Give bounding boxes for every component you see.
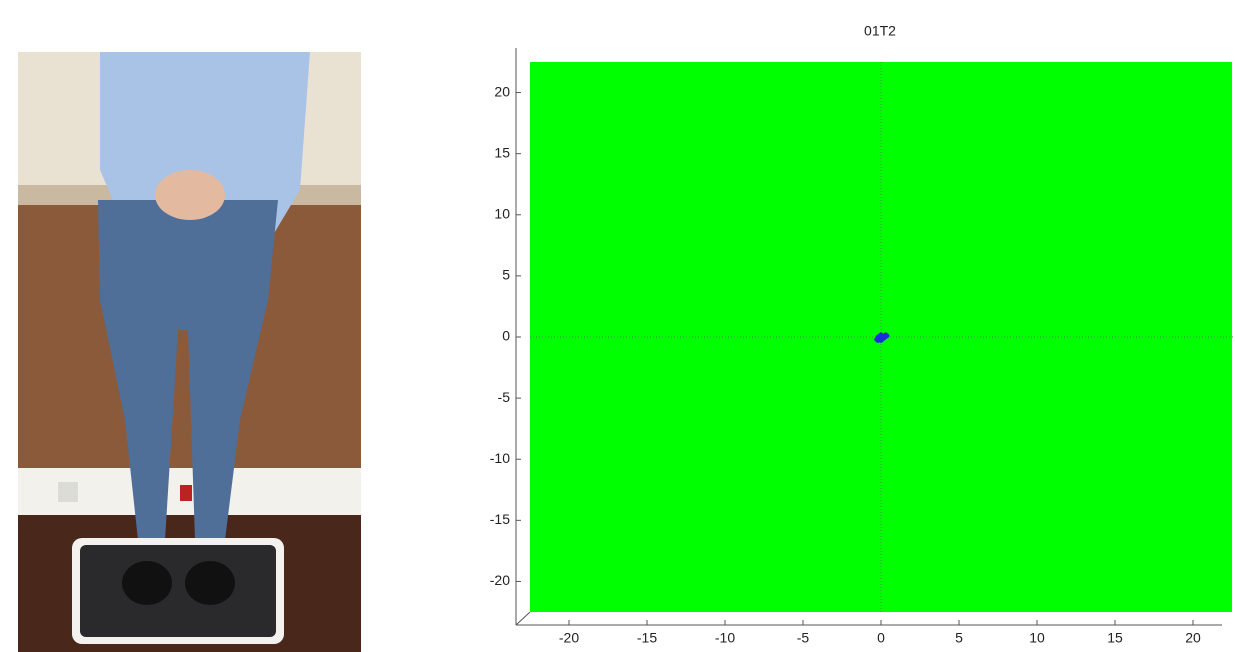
plot: -20 -15 -10 -5 0 5 10 15 20 -20 -15 -10 -5 0 5 10 15 20	[490, 48, 1235, 646]
y-tick-label: -10	[490, 450, 510, 466]
figure: 01T2 -20 -15 -10 -5 0 5 10 15 20 -20 -15 -10 -5 0 5 10 1…	[0, 0, 1235, 652]
y-tick-label: 10	[494, 205, 510, 221]
x-tick-label: 20	[1185, 630, 1201, 646]
point	[883, 335, 887, 339]
chart-title: 01T2	[864, 23, 896, 39]
x-tick-label: 15	[1107, 630, 1123, 646]
x-tick-label: 10	[1029, 630, 1045, 646]
axis-edge	[516, 612, 530, 625]
photo	[18, 52, 361, 652]
platform-top	[80, 545, 276, 637]
x-tick-label: 5	[955, 630, 963, 646]
y-tick-label: -15	[490, 511, 510, 527]
x-tick-label: 0	[877, 630, 885, 646]
screenshot: 01T2 -20 -15 -10 -5 0 5 10 15 20 -20 -15 -10 -5 0 5 10 1…	[0, 0, 1235, 652]
foot	[122, 561, 172, 605]
x-tick-label: -10	[715, 630, 735, 646]
y-tick-label: 20	[494, 83, 510, 99]
y-tick-label: -20	[490, 572, 510, 588]
hands	[155, 170, 225, 220]
y-tick-label: -5	[498, 389, 511, 405]
point	[879, 338, 883, 342]
y-tick-label: 0	[502, 328, 510, 344]
x-tick-label: -15	[637, 630, 657, 646]
foot	[185, 561, 235, 605]
x-tick-label: -5	[797, 630, 810, 646]
y-tick-label: 15	[494, 144, 510, 160]
socket	[58, 482, 78, 502]
x-tick-label: -20	[559, 630, 579, 646]
socket	[180, 485, 192, 501]
y-tick-label: 5	[502, 267, 510, 283]
